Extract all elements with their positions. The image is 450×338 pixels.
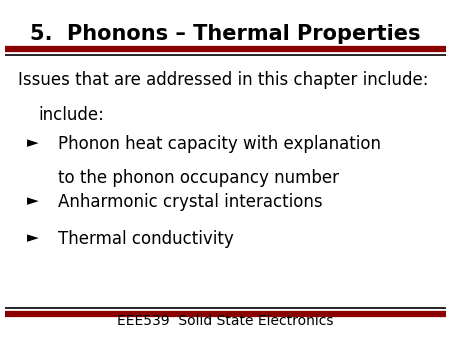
Text: ►: ►: [27, 135, 39, 150]
Text: Phonon heat capacity with explanation: Phonon heat capacity with explanation: [58, 135, 382, 153]
Text: Thermal conductivity: Thermal conductivity: [58, 230, 234, 248]
Text: Issues that are addressed in this chapter include:: Issues that are addressed in this chapte…: [18, 71, 428, 89]
Text: ►: ►: [27, 193, 39, 208]
Text: Anharmonic crystal interactions: Anharmonic crystal interactions: [58, 193, 323, 211]
Text: to the phonon occupancy number: to the phonon occupancy number: [58, 169, 339, 187]
Text: 5.  Phonons – Thermal Properties: 5. Phonons – Thermal Properties: [30, 24, 420, 44]
Text: EEE539  Solid State Electronics: EEE539 Solid State Electronics: [117, 314, 333, 328]
Text: ►: ►: [27, 230, 39, 245]
Text: include:: include:: [38, 106, 104, 124]
